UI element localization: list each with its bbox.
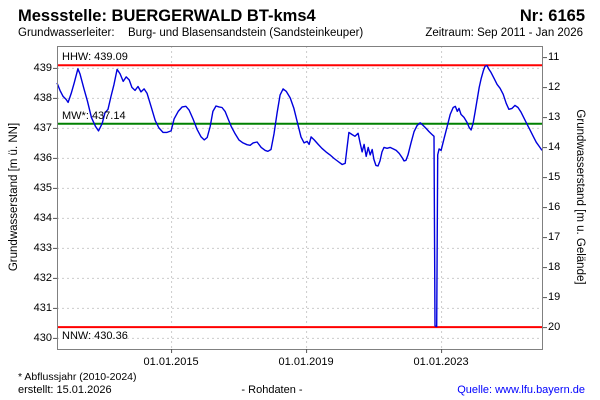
left-axis-tick-label: 435	[33, 181, 52, 194]
right-axis-tick-label: 14	[548, 141, 561, 154]
left-axis-tick-label: 437	[33, 121, 52, 134]
right-axis-tick-label: 17	[548, 231, 561, 244]
aquifer-value: Burg- und Blasensandstein (Sandsteinkeup…	[128, 27, 364, 39]
raw-data-note: - Rohdaten -	[241, 384, 303, 396]
y-axis-title-right: Grundwasserstand [m u. Gelände]	[574, 109, 586, 285]
source-link[interactable]: Quelle: www.lfu.bayern.de	[457, 384, 585, 396]
x-axis-tick-label: 01.01.2023	[413, 356, 469, 368]
right-axis-tick-label: 12	[548, 81, 561, 94]
right-axis-tick-label: 19	[548, 291, 561, 304]
x-axis-tick-label: 01.01.2015	[143, 356, 199, 368]
hhw-label: HHW: 439.09	[62, 51, 128, 64]
mw-label: MW*: 437.14	[62, 109, 126, 122]
footnote: * Abflussjahr (2010-2024)	[18, 371, 137, 383]
page-title: Messstelle: BUERGERWALD BT-kms4	[18, 7, 316, 25]
left-axis-tick-label: 431	[33, 301, 52, 314]
left-axis-tick-label: 432	[33, 271, 52, 284]
left-axis-tick-label: 430	[33, 331, 52, 344]
right-axis-tick-label: 16	[548, 201, 561, 214]
left-axis-tick-label: 434	[33, 211, 52, 224]
right-axis-tick-label: 18	[548, 261, 561, 274]
series-line	[56, 64, 543, 328]
right-axis-tick-label: 13	[548, 111, 561, 124]
left-axis-tick-label: 433	[33, 241, 52, 254]
y-axis-title-left: Grundwasserstand [m ü. NN]	[8, 122, 20, 272]
created-date: erstellt: 15.01.2026	[18, 384, 112, 396]
time-range: Zeitraum: Sep 2011 - Jan 2026	[425, 27, 583, 39]
nnw-label: NNW: 430.36	[62, 330, 128, 343]
right-axis-tick-label: 11	[548, 51, 560, 64]
right-axis-tick-label: 15	[548, 171, 561, 184]
left-axis-tick-label: 439	[33, 61, 52, 74]
station-number: Nr: 6165	[519, 7, 585, 25]
aquifer-label: Grundwasserleiter:	[18, 27, 115, 39]
plot-frame	[57, 46, 543, 350]
left-axis-tick-label: 438	[33, 91, 52, 104]
right-axis-tick-label: 20	[548, 321, 561, 334]
x-axis-tick-label: 01.01.2019	[278, 356, 334, 368]
left-axis-tick-label: 436	[33, 151, 52, 164]
